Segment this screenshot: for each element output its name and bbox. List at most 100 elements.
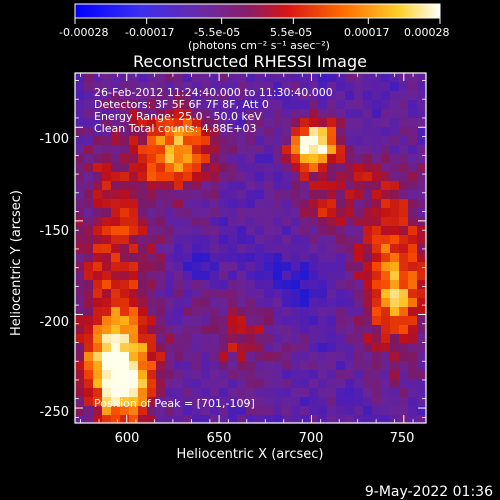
heatmap-pixel — [408, 217, 418, 227]
heatmap-pixel — [201, 262, 211, 272]
heatmap-pixel — [345, 361, 355, 371]
heatmap-pixel — [309, 244, 319, 254]
heatmap-pixel — [201, 334, 211, 344]
heatmap-pixel — [129, 370, 139, 380]
heatmap-pixel — [291, 208, 301, 218]
heatmap-pixel — [327, 271, 337, 281]
heatmap-pixel — [264, 397, 274, 407]
heatmap-pixel — [237, 415, 247, 423]
heatmap-pixel — [408, 181, 418, 191]
heatmap-pixel — [273, 163, 283, 173]
energy-range-label: Energy Range: 25.0 - 50.0 keV — [94, 110, 262, 123]
heatmap-pixel — [318, 181, 328, 191]
heatmap-pixel — [372, 307, 382, 317]
heatmap-pixel — [399, 109, 409, 119]
heatmap-pixel — [147, 289, 157, 299]
heatmap-pixel — [183, 388, 193, 398]
heatmap-pixel — [381, 325, 391, 335]
heatmap-pixel — [417, 199, 426, 209]
heatmap-pixel — [75, 208, 85, 218]
heatmap-pixel — [354, 307, 364, 317]
heatmap-pixel — [390, 208, 400, 218]
heatmap-pixel — [120, 397, 130, 407]
heatmap-pixel — [111, 406, 121, 416]
heatmap-pixel — [138, 226, 148, 236]
heatmap-pixel — [336, 199, 346, 209]
heatmap-pixel — [255, 217, 265, 227]
heatmap-pixel — [138, 388, 148, 398]
heatmap-pixel — [210, 343, 220, 353]
heatmap-pixel — [111, 343, 121, 353]
heatmap-pixel — [390, 280, 400, 290]
heatmap-pixel — [210, 199, 220, 209]
heatmap-pixel — [138, 181, 148, 191]
heatmap-pixel — [408, 91, 418, 101]
heatmap-pixel — [336, 226, 346, 236]
heatmap-pixel — [93, 262, 103, 272]
heatmap-pixel — [210, 388, 220, 398]
heatmap-pixel — [219, 262, 229, 272]
heatmap-pixel — [192, 271, 202, 281]
plot-title: Reconstructed RHESSI Image — [133, 52, 367, 71]
heatmap-pixel — [165, 118, 175, 128]
heatmap-pixel — [336, 352, 346, 362]
heatmap-pixel — [354, 244, 364, 254]
heatmap-pixel — [264, 145, 274, 155]
heatmap-pixel — [120, 262, 130, 272]
heatmap-pixel — [336, 136, 346, 146]
heatmap-pixel — [129, 253, 139, 263]
heatmap-pixel — [390, 100, 400, 110]
heatmap-pixel — [309, 109, 319, 119]
heatmap-pixel — [165, 352, 175, 362]
heatmap-pixel — [318, 235, 328, 245]
heatmap-pixel — [390, 118, 400, 128]
heatmap-pixel — [309, 289, 319, 299]
heatmap-pixel — [246, 154, 256, 164]
heatmap-pixel — [120, 127, 130, 137]
heatmap-pixel — [201, 406, 211, 416]
heatmap-pixel — [129, 406, 139, 416]
heatmap-pixel — [264, 343, 274, 353]
heatmap-pixel — [147, 406, 157, 416]
heatmap-pixel — [372, 100, 382, 110]
heatmap-pixel — [246, 316, 256, 326]
heatmap-pixel — [408, 73, 418, 83]
heatmap-pixel — [156, 262, 166, 272]
heatmap-pixel — [390, 172, 400, 182]
heatmap-pixel — [165, 127, 175, 137]
heatmap-pixel — [381, 235, 391, 245]
heatmap-pixel — [309, 145, 319, 155]
heatmap-pixel — [273, 190, 283, 200]
heatmap-pixel — [102, 226, 112, 236]
heatmap-pixel — [192, 334, 202, 344]
heatmap-pixel — [183, 109, 193, 119]
heatmap-pixel — [255, 244, 265, 254]
heatmap-pixel — [408, 190, 418, 200]
heatmap-pixel — [327, 388, 337, 398]
heatmap-pixel — [273, 82, 283, 92]
heatmap-pixel — [129, 280, 139, 290]
heatmap-pixel — [84, 181, 94, 191]
heatmap-pixel — [111, 316, 121, 326]
heatmap-pixel — [327, 253, 337, 263]
heatmap-pixel — [246, 127, 256, 137]
heatmap-pixel — [300, 199, 310, 209]
heatmap-pixel — [93, 109, 103, 119]
heatmap-pixel — [165, 100, 175, 110]
heatmap-pixel — [399, 325, 409, 335]
heatmap-pixel — [300, 226, 310, 236]
heatmap-pixel — [327, 91, 337, 101]
heatmap-pixel — [363, 298, 373, 308]
heatmap-pixel — [318, 397, 328, 407]
heatmap-pixel — [417, 127, 426, 137]
heatmap-pixel — [309, 226, 319, 236]
heatmap-pixel — [417, 154, 426, 164]
heatmap-pixel — [201, 199, 211, 209]
heatmap-pixel — [156, 127, 166, 137]
heatmap-pixel — [201, 82, 211, 92]
heatmap-pixel — [291, 190, 301, 200]
heatmap-pixel — [372, 73, 382, 83]
heatmap-pixel — [174, 109, 184, 119]
heatmap-pixel — [372, 361, 382, 371]
heatmap-pixel — [372, 352, 382, 362]
